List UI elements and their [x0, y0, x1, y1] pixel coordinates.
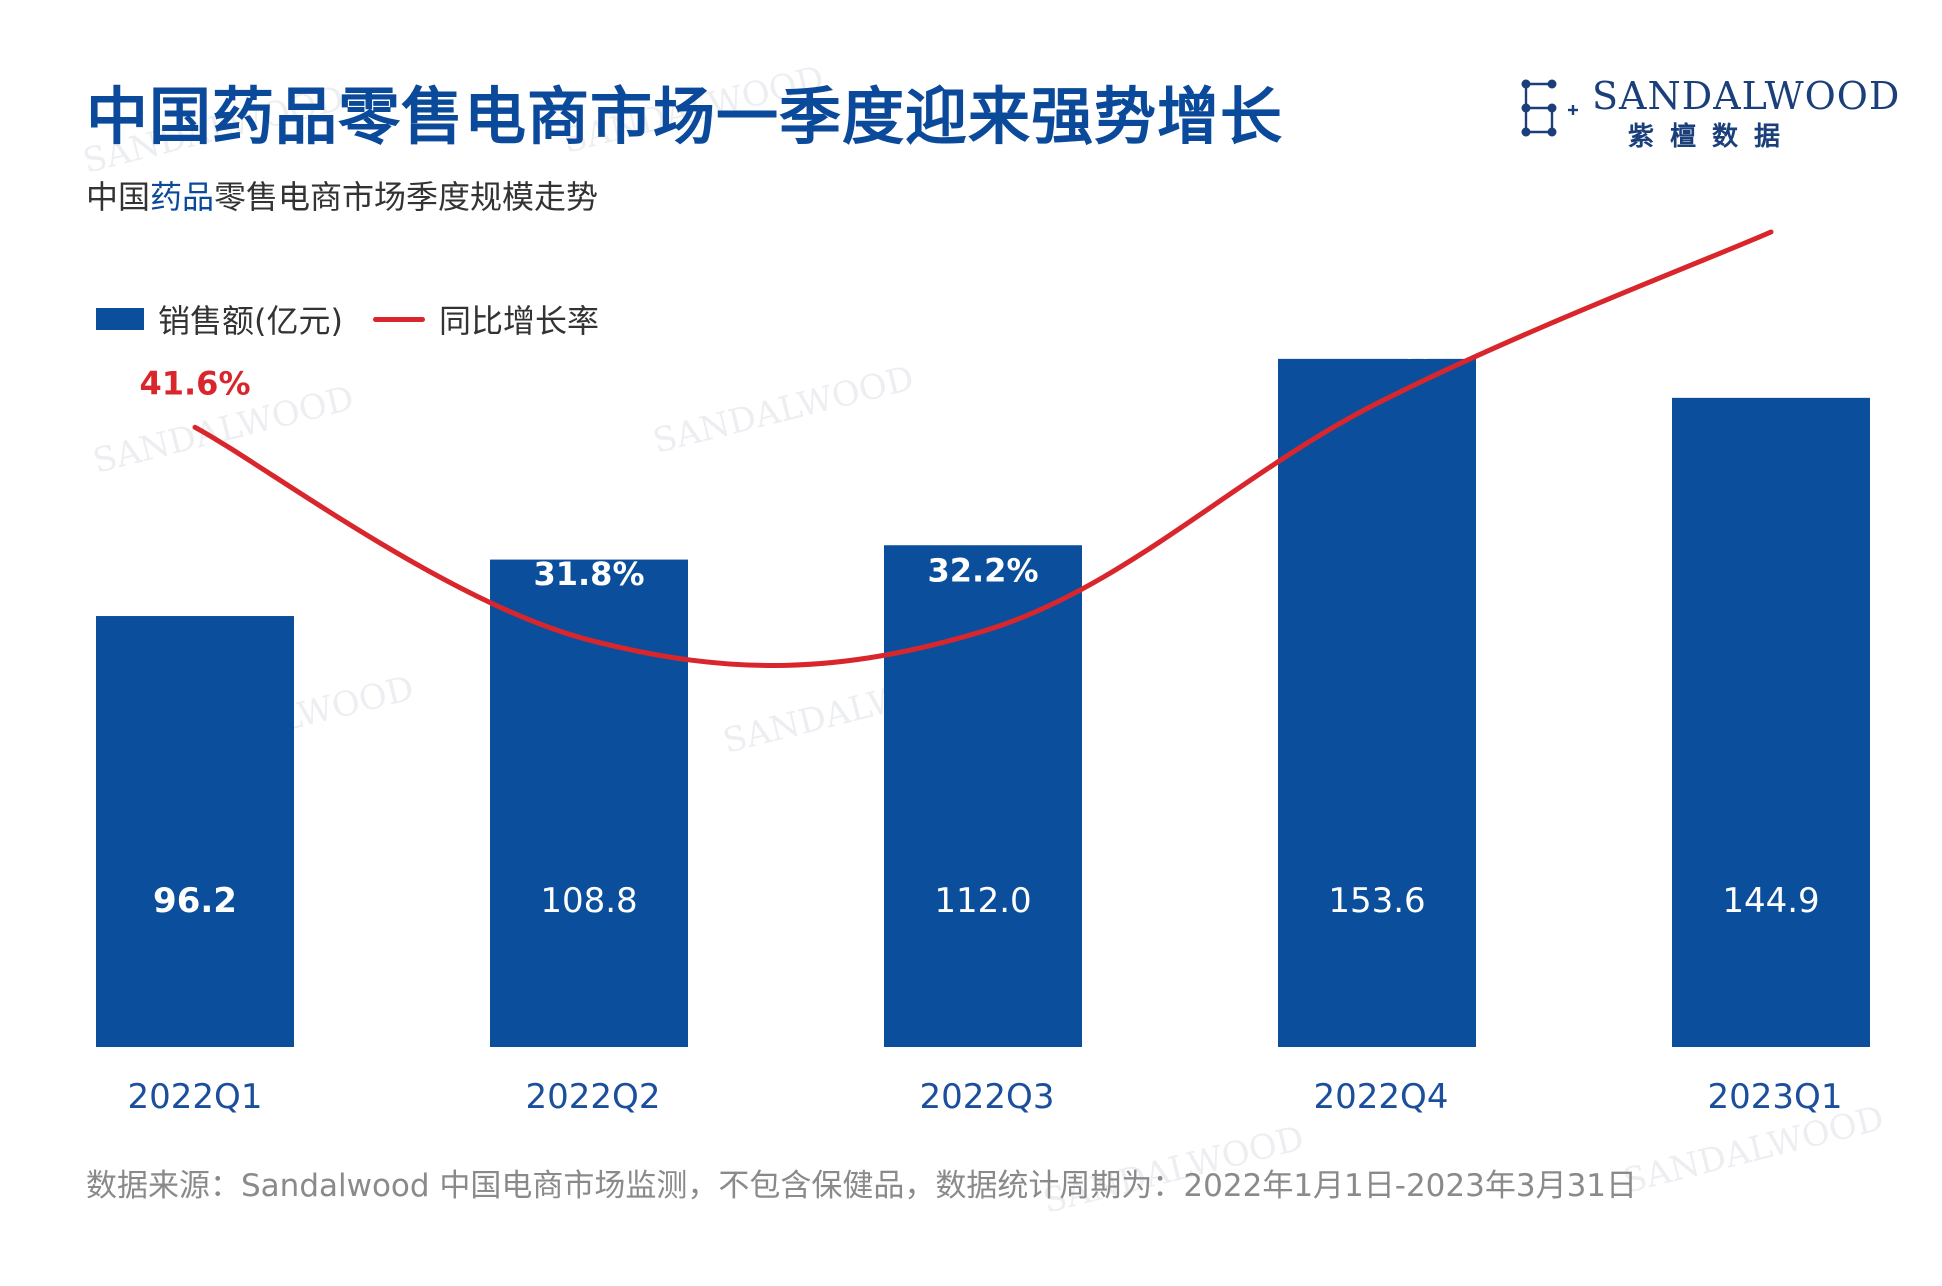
growth-rate-label: 32.2%	[927, 551, 1038, 589]
growth-rate-label: 50.6%	[1717, 172, 1828, 210]
brand-name-chinese: 紫檀数据	[1628, 122, 1797, 152]
x-tick-label: 2023Q1	[1708, 1077, 1843, 1117]
page-title: 中国药品零售电商市场一季度迎来强势增长	[86, 80, 1284, 153]
bar-value-label: 153.6	[1328, 881, 1425, 921]
chart-subtitle: 中国药品零售电商市场季度规模走势	[86, 178, 599, 216]
bar	[1278, 358, 1476, 1047]
bar-value-label: 108.8	[540, 881, 637, 921]
brand-logo: SANDALWOOD 紫檀数据	[1512, 72, 1899, 152]
bar-value-label: 112.0	[934, 881, 1031, 921]
growth-rate-line	[192, 229, 1774, 668]
bar	[490, 559, 688, 1047]
x-tick-label: 2022Q4	[1314, 1077, 1449, 1117]
growth-rate-label: 42.7%	[1321, 328, 1432, 366]
legend-bar-swatch	[96, 308, 144, 330]
brand-name: SANDALWOOD	[1592, 74, 1901, 118]
source-footnote: 数据来源：Sandalwood 中国电商市场监测，不包含保健品，数据统计周期为：…	[86, 1168, 1638, 1204]
growth-rate-label: 41.6%	[139, 364, 250, 402]
x-tick-label: 2022Q2	[526, 1077, 661, 1117]
legend-line-label: 同比增长率	[438, 302, 599, 340]
x-tick-label: 2022Q1	[128, 1077, 263, 1117]
x-tick-label: 2022Q3	[920, 1077, 1055, 1117]
legend-line-swatch	[372, 316, 425, 322]
sandalwood-logo-icon	[1521, 79, 1578, 137]
chart-legend: 销售额(亿元) 同比增长率	[96, 294, 599, 344]
growth-rate-label: 31.8%	[533, 555, 644, 593]
bar	[1672, 397, 1870, 1047]
legend-bar-label: 销售额(亿元)	[158, 302, 343, 340]
bar	[884, 545, 1082, 1047]
bar-value-label: 144.9	[1722, 881, 1819, 921]
bar-value-label: 96.2	[153, 881, 237, 921]
bar	[96, 616, 294, 1047]
